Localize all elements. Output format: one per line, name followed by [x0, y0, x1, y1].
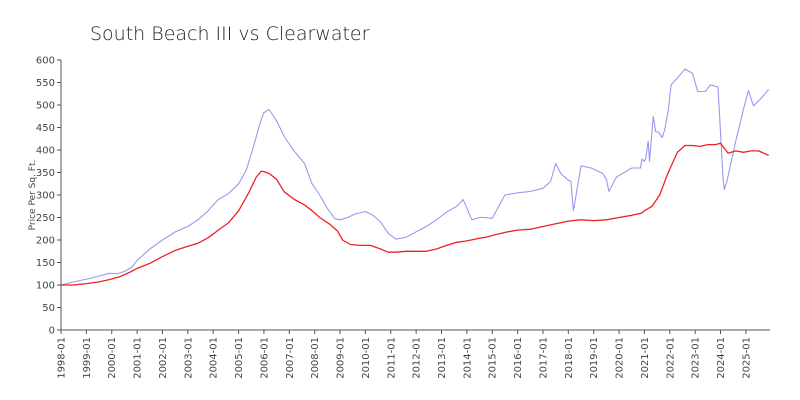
x-tick-label: 2003-01: [183, 337, 194, 379]
x-tick-label: 2019-01: [589, 337, 600, 379]
x-tick-label: 2009-01: [336, 337, 347, 379]
y-tick-label: 550: [36, 78, 55, 89]
y-tick-label: 100: [36, 281, 55, 292]
x-tick-label: 2024-01: [716, 337, 727, 379]
x-tick-label: 2007-01: [285, 337, 296, 379]
y-tick-label: 200: [36, 236, 55, 247]
y-tick-label: 350: [36, 168, 55, 179]
x-tick-label: 2004-01: [209, 337, 220, 379]
x-tick-label: 2006-01: [259, 337, 270, 379]
x-tick-label: 2023-01: [691, 337, 702, 379]
x-axis: 1998-01 1999-01 2000-01 2001-01 2002-01 2003-…: [57, 329, 770, 379]
x-tick-label: 2005-01: [234, 337, 245, 379]
x-tick-label: 2012-01: [412, 337, 423, 379]
x-tick-label: 2020-01: [615, 337, 626, 379]
x-tick-label: 1999-01: [82, 337, 93, 379]
y-axis-label: Price Per Sq. Ft.: [28, 160, 38, 231]
x-tick-label: 2014-01: [462, 337, 473, 379]
y-tick-label: 150: [36, 258, 55, 269]
x-tick-label: 2021-01: [640, 337, 651, 379]
y-tick-label: 50: [42, 303, 55, 314]
x-tick-label: 2010-01: [361, 337, 372, 379]
series-line-2: [61, 142, 769, 286]
x-tick-label: 2008-01: [310, 337, 321, 379]
y-tick-label: 500: [36, 101, 55, 112]
series-group: [60, 68, 770, 286]
x-tick-label: 2017-01: [538, 337, 549, 379]
x-tick-label: 2002-01: [158, 337, 169, 379]
y-tick-label: 400: [36, 146, 55, 157]
y-tick-label: 600: [36, 56, 55, 67]
x-tick-label: 2000-01: [107, 337, 118, 379]
y-tick-label: 0: [49, 326, 55, 337]
x-tick-label: 2001-01: [133, 337, 144, 379]
x-tick-label: 2011-01: [386, 337, 397, 379]
chart-title: South Beach III vs Clearwater: [90, 23, 370, 45]
x-tick-label: 1998-01: [57, 337, 68, 379]
x-tick-label: 2013-01: [437, 337, 448, 379]
series-line-1: [60, 68, 770, 286]
x-tick-label: 2022-01: [665, 337, 676, 379]
x-tick-label: 2015-01: [488, 337, 499, 379]
y-tick-label: 250: [36, 213, 55, 224]
x-tick-label: 2016-01: [513, 337, 524, 379]
y-tick-label: 450: [36, 123, 55, 134]
y-tick-label: 300: [36, 191, 55, 202]
x-tick-label: 2018-01: [564, 337, 575, 379]
x-tick-label: 2025-01: [741, 337, 752, 379]
y-axis: 0 50 100 150 200 250 300 350 400 450 500 550 600: [36, 56, 62, 337]
